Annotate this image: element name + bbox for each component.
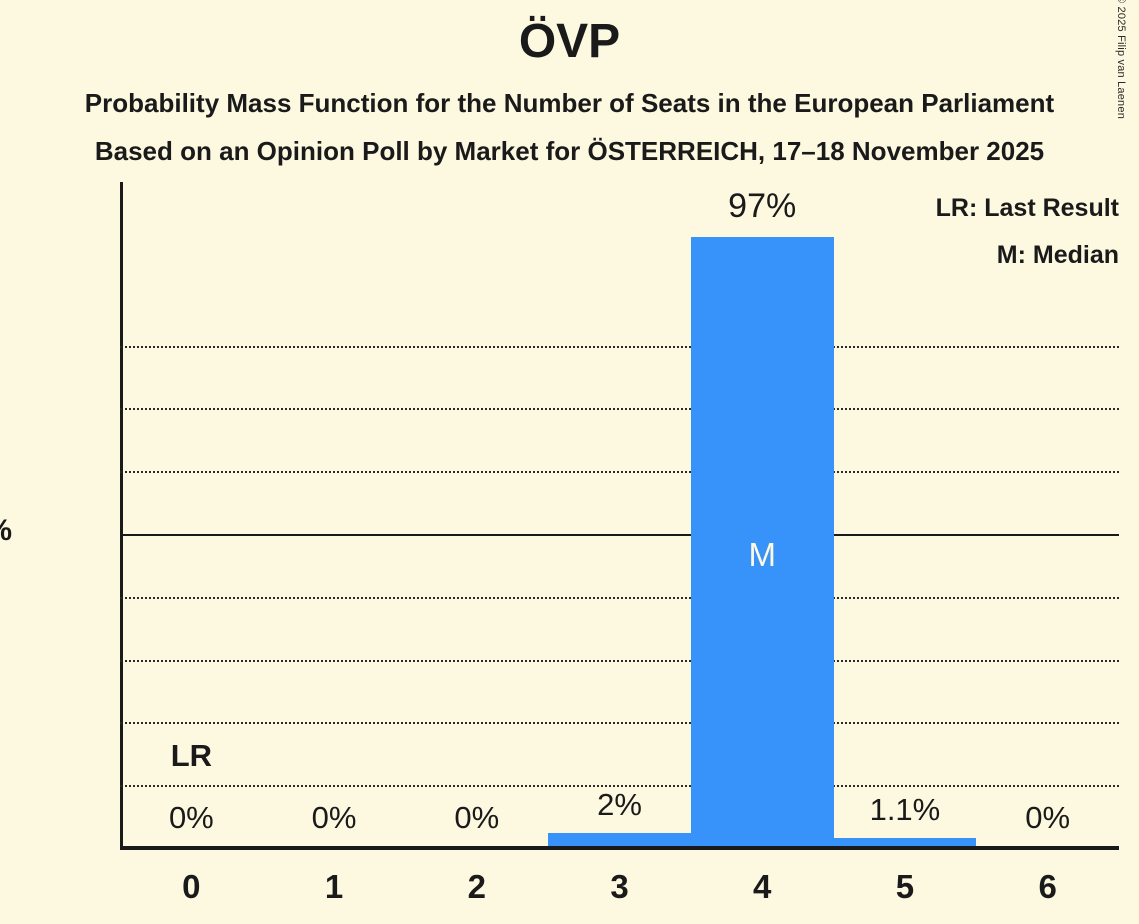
value-label-seats-0: 0% — [168, 800, 214, 835]
gridline-10 — [120, 785, 1119, 788]
value-label-seats-1: 0% — [311, 800, 357, 835]
gridline-50 — [120, 534, 1119, 536]
x-tick-3: 3 — [610, 868, 629, 905]
value-label-seats-5: 1.1% — [869, 792, 941, 827]
copyright-notice: © 2025 Filip van Laenen — [1115, 0, 1127, 120]
bar-seats-4[interactable]: M — [690, 236, 834, 846]
value-label-seats-2: 0% — [454, 800, 500, 835]
value-label-seats-3: 2% — [597, 787, 642, 823]
x-tick-0: 0 — [182, 868, 201, 905]
bar-seats-3[interactable] — [548, 833, 691, 846]
x-tick-5: 5 — [895, 868, 915, 905]
gridline-60 — [120, 471, 1119, 474]
gridline-20 — [120, 722, 1119, 725]
chart-subtitle-primary: Probability Mass Function for the Number… — [84, 88, 1055, 118]
gridline-40 — [120, 596, 1119, 599]
x-tick-2: 2 — [467, 868, 486, 905]
value-label-seats-6: 0% — [1025, 800, 1071, 835]
x-tick-6: 6 — [1038, 868, 1057, 905]
x-tick-1: 1 — [324, 868, 344, 905]
median-marker: M — [748, 536, 776, 573]
gridline-70 — [120, 408, 1119, 411]
page-title: ÖVP — [518, 15, 621, 68]
chart-legend: LR: Last Result M: Median — [936, 185, 1119, 279]
x-axis-line — [120, 846, 1119, 850]
value-label-seats-4: 97% — [728, 186, 797, 225]
legend-item-median: M: Median — [996, 241, 1119, 269]
y-axis-label-50: 50% — [0, 514, 12, 548]
gridline-80 — [120, 345, 1119, 348]
bar-seats-5[interactable] — [833, 838, 977, 846]
x-tick-4: 4 — [753, 868, 772, 905]
last-result-marker: LR — [170, 738, 213, 773]
y-axis-line — [120, 182, 123, 849]
chart-subtitle-secondary: Based on an Opinion Poll by Market for Ö… — [94, 136, 1045, 166]
legend-item-last-result: LR: Last Result — [935, 194, 1119, 222]
plot-area: M — [120, 182, 1119, 850]
gridline-30 — [120, 659, 1119, 662]
